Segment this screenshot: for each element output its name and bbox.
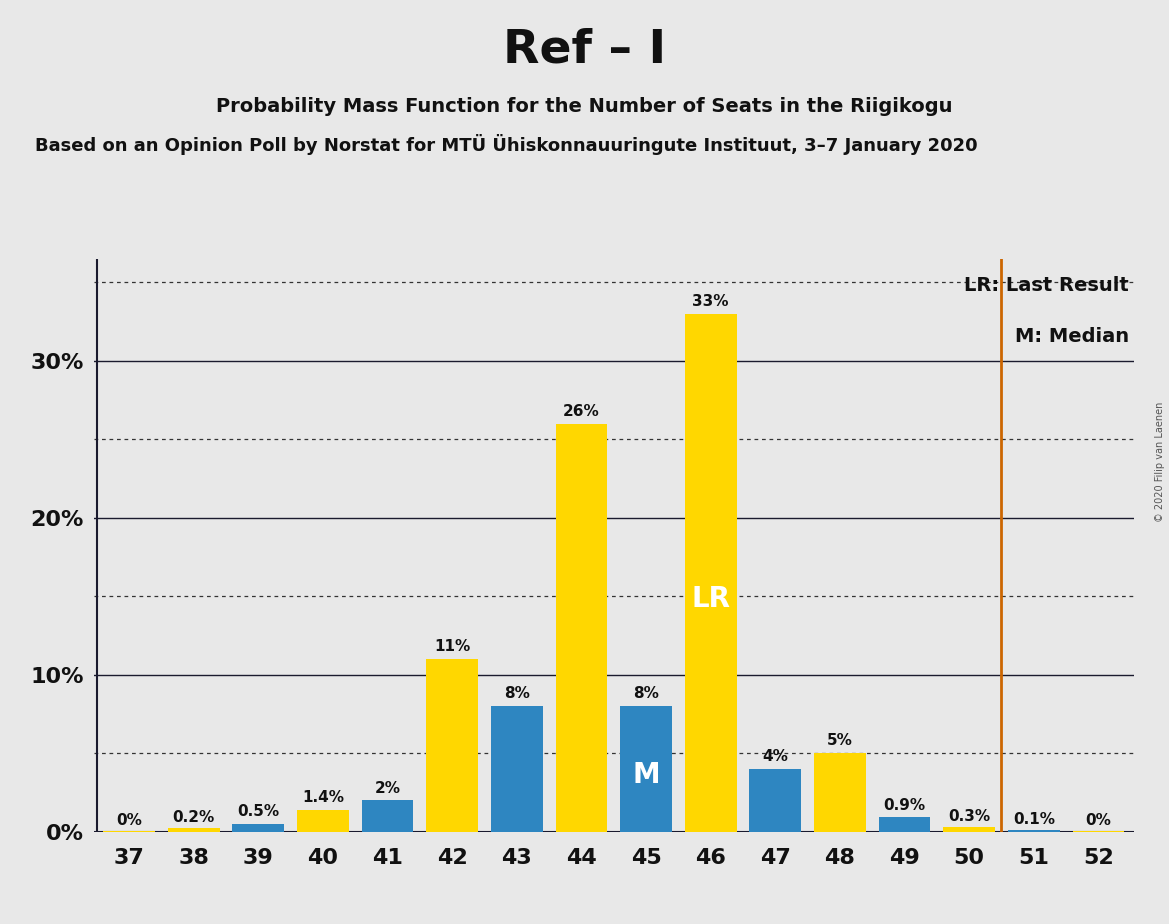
Bar <box>233 824 284 832</box>
Text: 0.2%: 0.2% <box>173 810 215 825</box>
Text: 5%: 5% <box>826 734 853 748</box>
Bar <box>749 769 801 832</box>
Text: 1.4%: 1.4% <box>302 790 344 805</box>
Bar <box>297 809 348 832</box>
Text: 33%: 33% <box>692 294 729 309</box>
Text: 0%: 0% <box>1086 813 1112 828</box>
Bar <box>361 800 414 832</box>
Bar <box>879 818 931 832</box>
Text: 0.9%: 0.9% <box>884 797 926 813</box>
Text: LR: LR <box>691 585 731 613</box>
Bar <box>943 827 995 832</box>
Text: 2%: 2% <box>374 781 401 796</box>
Text: 4%: 4% <box>762 749 788 764</box>
Bar <box>621 706 672 832</box>
Text: M: M <box>632 761 659 789</box>
Text: 11%: 11% <box>434 639 470 654</box>
Text: Probability Mass Function for the Number of Seats in the Riigikogu: Probability Mass Function for the Number… <box>216 97 953 116</box>
Text: Based on an Opinion Poll by Norstat for MTÜ Ühiskonnauuringute Instituut, 3–7 Ja: Based on an Opinion Poll by Norstat for … <box>35 134 977 155</box>
Text: 8%: 8% <box>634 687 659 701</box>
Text: © 2020 Filip van Laenen: © 2020 Filip van Laenen <box>1155 402 1165 522</box>
Bar <box>168 829 220 832</box>
Bar <box>427 659 478 832</box>
Bar <box>814 753 866 832</box>
Bar <box>1008 830 1059 832</box>
Text: 0.1%: 0.1% <box>1012 812 1054 827</box>
Text: 0.5%: 0.5% <box>237 804 279 819</box>
Text: 0%: 0% <box>116 813 141 828</box>
Bar <box>685 313 736 832</box>
Text: 0.3%: 0.3% <box>948 808 990 824</box>
Text: LR: Last Result: LR: Last Result <box>964 276 1129 295</box>
Bar <box>555 423 607 832</box>
Text: M: Median: M: Median <box>1015 327 1129 346</box>
Text: 26%: 26% <box>563 404 600 419</box>
Text: 8%: 8% <box>504 687 530 701</box>
Bar <box>491 706 542 832</box>
Text: Ref – I: Ref – I <box>503 28 666 73</box>
